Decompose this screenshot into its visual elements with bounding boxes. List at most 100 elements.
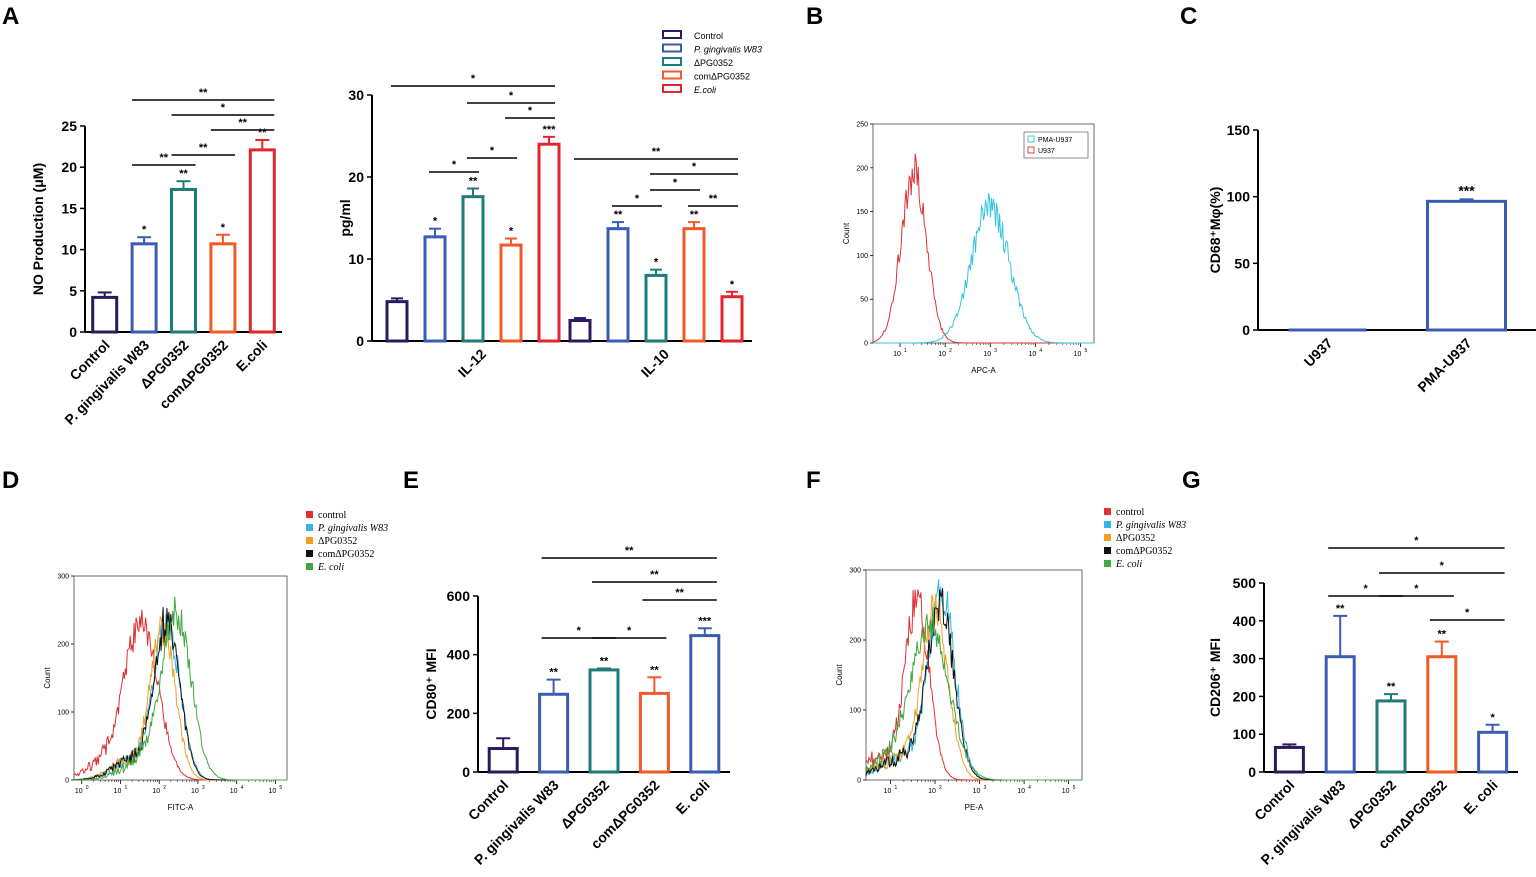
legend-label-p-gingivalis-w83: P. gingivalis W83 <box>694 45 762 55</box>
legend-swatch-com-pg0352 <box>306 550 313 557</box>
histogram-e-coli <box>865 606 1082 781</box>
x-tick-exponent: 4 <box>241 785 244 791</box>
x-tick-exponent: 5 <box>1073 785 1076 791</box>
y-tick-label: 0 <box>864 341 868 348</box>
y-tick-label: 200 <box>57 642 69 649</box>
y-axis-label: Count <box>43 667 52 689</box>
x-tick-label: 10 <box>884 788 892 795</box>
comparison-label: * <box>627 625 632 637</box>
bar-control <box>91 295 119 334</box>
panel-label-b: B <box>806 3 823 30</box>
legend-label-control: control <box>318 510 347 521</box>
comparison-label: * <box>471 73 476 85</box>
y-tick-label: 100 <box>856 253 868 260</box>
y-tick-label: 20 <box>61 159 77 175</box>
significance-mark: ** <box>1387 681 1396 693</box>
comparison-label: * <box>1414 535 1419 547</box>
panel-label-c: C <box>1180 3 1197 30</box>
legend-label-control: Control <box>694 31 723 41</box>
x-tick-label: 10 <box>152 788 160 795</box>
legend-swatch-p-gingivalis-w83 <box>306 524 313 531</box>
bar-e-coli-il-10 <box>720 295 744 343</box>
x-axis-label: APC-A <box>971 366 996 375</box>
x-tick-label: 10 <box>893 351 901 358</box>
y-tick-label: 200 <box>1233 688 1257 704</box>
bar-control-il-10 <box>568 319 592 343</box>
significance-mark: ** <box>1438 629 1447 641</box>
y-axis-label: CD80⁺ MFI <box>423 648 439 719</box>
x-tick-label: 10 <box>1017 788 1025 795</box>
x-tick-exponent: 3 <box>984 785 987 791</box>
plot-frame <box>73 575 288 781</box>
legend-swatch-pg0352 <box>1104 534 1111 541</box>
x-tick-label: 10 <box>973 788 981 795</box>
x-tick-label: P. gingivalis W83 <box>471 777 562 868</box>
bar-e-coli <box>1477 730 1509 774</box>
legend-box <box>1023 131 1089 159</box>
x-tick-exponent: 2 <box>939 785 942 791</box>
y-tick-label: 250 <box>856 122 868 129</box>
bar-pma-u937 <box>1426 199 1507 332</box>
legend-label-pma-u937: PMA-U937 <box>1038 137 1072 144</box>
y-axis-label: pg/ml <box>337 199 353 236</box>
significance-mark: *** <box>698 615 712 627</box>
significance-mark: *** <box>543 124 557 136</box>
comparison-label: * <box>1465 607 1470 619</box>
x-tick-label: Control <box>465 777 512 824</box>
panel-label-d: D <box>2 467 19 494</box>
y-tick-label: 400 <box>447 647 471 663</box>
y-tick-label: 200 <box>849 638 861 645</box>
significance-mark: ** <box>469 175 478 187</box>
comparison-label: * <box>1363 583 1368 595</box>
x-tick-label: P. gingivalis W83 <box>1257 777 1348 868</box>
significance-mark: ** <box>179 168 188 180</box>
legend-label-com-pg0352: comΔPG0352 <box>694 72 750 82</box>
legend-label-e-coli: E.coli <box>694 85 717 95</box>
x-tick-exponent: 3 <box>202 785 205 791</box>
x-axis-label: FITC-A <box>168 803 194 812</box>
x-tick-label: 10 <box>1062 788 1070 795</box>
y-tick-label: 300 <box>1233 651 1257 667</box>
legend-label-pg0352: ΔPG0352 <box>694 58 733 68</box>
legend-swatch-control <box>306 511 313 518</box>
x-tick-label: 10 <box>191 788 199 795</box>
legend-swatch-pma-u937 <box>1027 135 1035 143</box>
y-axis-label: Count <box>842 222 851 244</box>
y-tick-label: 200 <box>447 705 471 721</box>
x-tick-label: Control <box>1251 777 1298 824</box>
x-tick-label: 10 <box>928 788 936 795</box>
y-axis-label: CD68⁺Mφ(%) <box>1207 187 1223 274</box>
bar-control <box>487 747 519 774</box>
x-tick-label: 10 <box>1028 351 1036 358</box>
panel-a-cytokine-chart: 0102030pg/mlIL-12*******IL-10***********… <box>337 30 762 380</box>
bar-control-il-12 <box>385 300 409 343</box>
significance-mark: ** <box>690 209 699 221</box>
y-tick-label: 0 <box>857 778 861 785</box>
y-tick-label: 100 <box>1233 726 1257 742</box>
x-tick-exponent: 1 <box>894 785 897 791</box>
x-tick-exponent: 1 <box>124 785 127 791</box>
legend-label-e-coli: E. coli <box>1115 559 1142 570</box>
histogram-e-coli <box>74 596 287 781</box>
significance-mark: * <box>1490 712 1495 724</box>
legend-label-control: control <box>1116 507 1145 518</box>
x-tick-label: comΔPG0352 <box>156 337 231 412</box>
comparison-label: ** <box>238 117 247 129</box>
legend-label-pg0352: ΔPG0352 <box>318 536 357 547</box>
comparison-label: * <box>221 102 226 114</box>
panel-label-e: E <box>403 467 419 494</box>
comparison-label: * <box>1414 583 1419 595</box>
comparison-label: * <box>490 145 495 157</box>
comparison-label: * <box>673 177 678 189</box>
legend-label-p-gingivalis-w83: P. gingivalis W83 <box>1115 520 1186 531</box>
bar-pg0352 <box>588 668 620 774</box>
x-tick-label: 10 <box>1074 351 1082 358</box>
bar-com-pg0352 <box>638 691 670 774</box>
bar-pg0352 <box>170 187 197 334</box>
x-tick-label: 10 <box>230 788 238 795</box>
legend-swatch-p-gingivalis-w83 <box>662 43 682 53</box>
significance-mark: * <box>509 226 514 238</box>
